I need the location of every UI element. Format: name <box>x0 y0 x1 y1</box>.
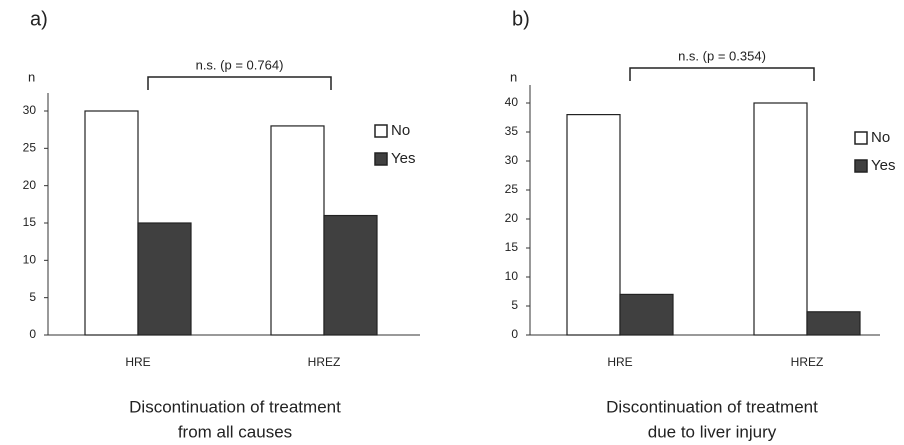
y-tick-label: 0 <box>29 327 36 341</box>
legend-swatch <box>374 152 388 166</box>
y-tick-label: 35 <box>505 124 519 138</box>
legend-label: No <box>871 129 890 146</box>
bar <box>137 222 192 336</box>
chart-title: from all causes <box>178 422 292 441</box>
significance-bracket <box>629 67 815 81</box>
x-tick-label: HREZ <box>791 355 824 369</box>
bar <box>566 113 621 336</box>
bar <box>806 311 861 336</box>
annotation: n.s. (p = 0.764) <box>196 57 284 72</box>
y-tick-label: 40 <box>505 95 519 109</box>
x-tick-label: HRE <box>607 355 632 369</box>
x-tick-label: HRE <box>125 355 150 369</box>
y-axis-label: n <box>28 69 35 84</box>
chart-title: Discontinuation of treatment <box>129 397 341 416</box>
bar <box>619 293 674 336</box>
y-tick-label: 15 <box>23 215 37 229</box>
y-tick-label: 5 <box>29 290 36 304</box>
bar <box>270 125 325 336</box>
y-tick-label: 0 <box>511 327 518 341</box>
y-tick-label: 25 <box>505 182 519 196</box>
bar <box>84 110 139 336</box>
y-tick-label: 30 <box>505 153 519 167</box>
panel-label: b) <box>512 8 530 30</box>
chart-title: Discontinuation of treatment <box>606 397 818 416</box>
panel-label: a) <box>30 8 48 30</box>
bar <box>323 214 378 336</box>
y-tick-label: 25 <box>23 141 37 155</box>
legend-label: No <box>391 122 410 139</box>
legend-swatch <box>854 131 868 145</box>
y-tick-label: 20 <box>505 211 519 225</box>
x-tick-label: HREZ <box>308 355 341 369</box>
y-tick-label: 5 <box>511 298 518 312</box>
y-tick-label: 10 <box>23 253 37 267</box>
y-tick-label: 20 <box>23 178 37 192</box>
legend-label: Yes <box>391 150 415 167</box>
y-tick-label: 15 <box>505 240 519 254</box>
legend-swatch <box>374 124 388 138</box>
significance-bracket <box>147 76 332 90</box>
legend-swatch <box>854 159 868 173</box>
chart-title: due to liver injury <box>648 422 777 441</box>
y-tick-label: 10 <box>505 269 519 283</box>
y-tick-label: 30 <box>23 103 37 117</box>
bar <box>753 102 808 336</box>
legend-label: Yes <box>871 157 895 174</box>
annotation: n.s. (p = 0.354) <box>678 48 766 63</box>
y-axis-label: n <box>510 69 517 84</box>
